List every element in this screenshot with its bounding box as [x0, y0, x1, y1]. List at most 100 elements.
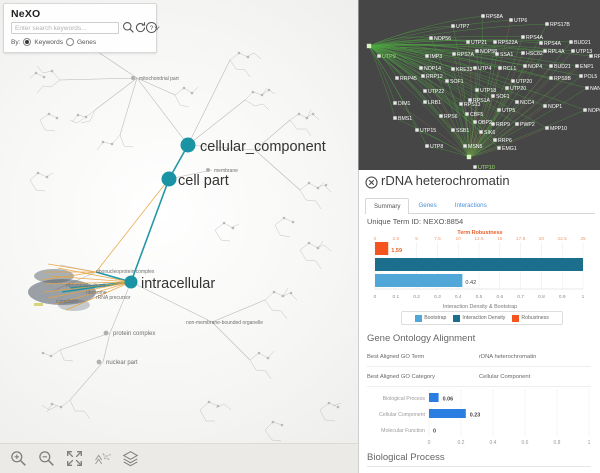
gene-node-label[interactable]: NOP14	[424, 66, 441, 72]
gene-node-label[interactable]: EMG1	[502, 146, 517, 152]
gene-node-label[interactable]: BMS1	[398, 116, 412, 122]
gene-node-label[interactable]: RPS13	[464, 102, 481, 108]
biological-process-title: Biological Process	[367, 452, 445, 463]
tab-summary[interactable]: Summary	[365, 198, 410, 214]
svg-text:0.3: 0.3	[434, 294, 441, 300]
gene-node-label[interactable]: NAN1	[590, 86, 600, 92]
gene-node-label[interactable]: SSB1	[456, 128, 469, 134]
detail-tabs[interactable]: Summary Genes Interactions	[365, 197, 595, 214]
gene-node-label[interactable]: SOF1	[496, 94, 510, 100]
bar-interaction-density	[375, 258, 583, 271]
gene-node-label[interactable]: RPS17B	[550, 22, 570, 28]
gene-node-label[interactable]: BUD21	[574, 40, 591, 46]
gene-node-label[interactable]: POL5	[584, 74, 597, 80]
collapse-network-icon[interactable]	[94, 450, 111, 467]
gene-node-label[interactable]: UTP18	[480, 88, 496, 94]
svg-text:0.4: 0.4	[490, 440, 497, 446]
zoom-in-icon[interactable]	[10, 450, 27, 467]
tree-node[interactable]	[131, 76, 135, 80]
gene-node-label[interactable]: MSN5	[468, 144, 483, 150]
gene-node-label[interactable]: LRB1	[428, 100, 441, 106]
gene-node-label[interactable]: UTP22	[428, 89, 444, 95]
gene-node-label[interactable]: UTP8	[430, 144, 443, 150]
term-detail-panel[interactable]: rDNA heterochromatin Summary Genes Inter…	[358, 170, 600, 473]
gene-node-label[interactable]: OBP2	[478, 120, 492, 126]
gene-node-label[interactable]: RPS9B	[594, 54, 600, 60]
refresh-icon[interactable]	[134, 21, 147, 34]
tree-node[interactable]	[206, 168, 210, 172]
gene-node-label[interactable]: DIM1	[398, 101, 411, 107]
fit-screen-icon[interactable]	[66, 450, 83, 467]
gene-node-label[interactable]: SOF1	[450, 79, 464, 85]
layers-icon[interactable]	[122, 450, 139, 467]
gene-node-label[interactable]: IMP3	[430, 54, 442, 60]
tree-node-intracellular[interactable]	[124, 275, 138, 289]
gene-node-label[interactable]: ENP1	[580, 64, 594, 70]
gene-node-label[interactable]: MPP10	[550, 126, 567, 132]
gene-node-label[interactable]: UTP13	[576, 49, 592, 55]
gene-node-label[interactable]: KRE33	[456, 67, 473, 73]
gene-node-label[interactable]: NOP56	[434, 36, 451, 42]
gene-node-label[interactable]: RCL1	[503, 66, 516, 72]
search-panel[interactable]: NeXO ? By: Keywords Genes	[3, 3, 160, 53]
gene-node-label[interactable]: RPS4A	[544, 41, 562, 47]
gene-node-label[interactable]: BUD21	[554, 64, 571, 70]
gene-node-label[interactable]: HSC82	[526, 51, 543, 57]
gene-node-label[interactable]: UTP9	[382, 54, 396, 60]
radio-keywords[interactable]	[23, 38, 32, 46]
gene-node-label[interactable]: PWP2	[520, 122, 535, 128]
gene-node-label[interactable]: UTP5	[502, 108, 515, 114]
chevron-down-icon[interactable]	[154, 24, 160, 32]
gene-node-label[interactable]: RPS1A	[473, 98, 491, 104]
gene-interaction-network[interactable]: UTP9 RPS8A UTP7 UTP6 RPS17B NOP56 UTP21 RPS22A R…	[358, 0, 600, 170]
gene-node-label[interactable]: UTP15	[420, 128, 436, 134]
gene-node-label[interactable]: NOP6	[588, 108, 600, 114]
close-icon[interactable]	[365, 176, 378, 189]
gene-node-label[interactable]: RRP45	[400, 76, 417, 82]
svg-text:0.6: 0.6	[522, 440, 529, 446]
chart-xlabel: Interaction Density & Bootstrap	[443, 304, 517, 310]
tab-interactions[interactable]: Interactions	[454, 202, 487, 209]
gene-node-label[interactable]: UTP20	[516, 79, 532, 85]
search-icon[interactable]	[122, 21, 135, 34]
tree-node-cell-part[interactable]	[161, 171, 177, 187]
help-icon[interactable]: ?	[145, 21, 158, 34]
gene-node-label[interactable]: UTP20	[510, 86, 526, 92]
gene-node-label[interactable]: RRP9	[496, 122, 510, 128]
gene-node-label[interactable]: SSA1	[500, 52, 513, 58]
gene-node-label[interactable]: UTP21	[471, 40, 487, 46]
search-by-row[interactable]: By: Keywords Genes	[11, 38, 96, 46]
gene-node-label[interactable]: NOP58	[480, 49, 497, 55]
gene-node-label[interactable]: RPS6	[444, 114, 458, 120]
gene-node-label[interactable]: UTP4	[478, 66, 491, 72]
gene-node-label[interactable]: NOP4	[528, 64, 542, 70]
gene-node-label[interactable]: RPS8A	[486, 14, 504, 20]
svg-text:0.9: 0.9	[559, 294, 566, 300]
gene-node-label[interactable]: RRP12	[426, 74, 443, 80]
radio-genes[interactable]	[65, 38, 74, 46]
view-toolbar[interactable]	[0, 443, 358, 473]
gene-node-label[interactable]: UTP10	[478, 165, 495, 170]
ontology-tree-svg[interactable]: mitochondrial part membrane protein comp…	[0, 0, 358, 473]
gene-node-label[interactable]: RRP6	[498, 138, 512, 144]
gene-node-label[interactable]: RPS4A	[526, 35, 544, 41]
tab-genes[interactable]: Genes	[418, 202, 437, 209]
tree-label-intracellular: intracellular	[141, 276, 215, 292]
gene-node-label[interactable]: RPS9B	[554, 76, 572, 82]
gene-node-label[interactable]: NOP1	[548, 104, 562, 110]
gene-node-label[interactable]: RPS7A	[457, 52, 475, 58]
tree-node[interactable]	[103, 330, 109, 336]
gene-node-label[interactable]: NCC4	[520, 100, 534, 106]
gene-node-label[interactable]: SIK6	[484, 130, 495, 136]
gene-node-label[interactable]: CBF5	[470, 112, 483, 118]
ontology-tree-viewer[interactable]: mitochondrial part membrane protein comp…	[0, 0, 358, 473]
tree-node[interactable]	[96, 359, 102, 365]
gene-network-svg[interactable]: UTP9 RPS8A UTP7 UTP6 RPS17B NOP56 UTP21 RPS22A R…	[359, 0, 600, 170]
gene-node-label[interactable]: UTP6	[514, 18, 527, 24]
gene-node-label[interactable]: UTP7	[456, 24, 469, 30]
zoom-out-icon[interactable]	[38, 450, 55, 467]
gene-node-label[interactable]: RPL4A	[548, 49, 565, 55]
gene-node-label[interactable]: RPS22A	[498, 40, 518, 46]
tree-node-cellular-component[interactable]	[180, 137, 196, 153]
search-input[interactable]	[11, 22, 119, 34]
